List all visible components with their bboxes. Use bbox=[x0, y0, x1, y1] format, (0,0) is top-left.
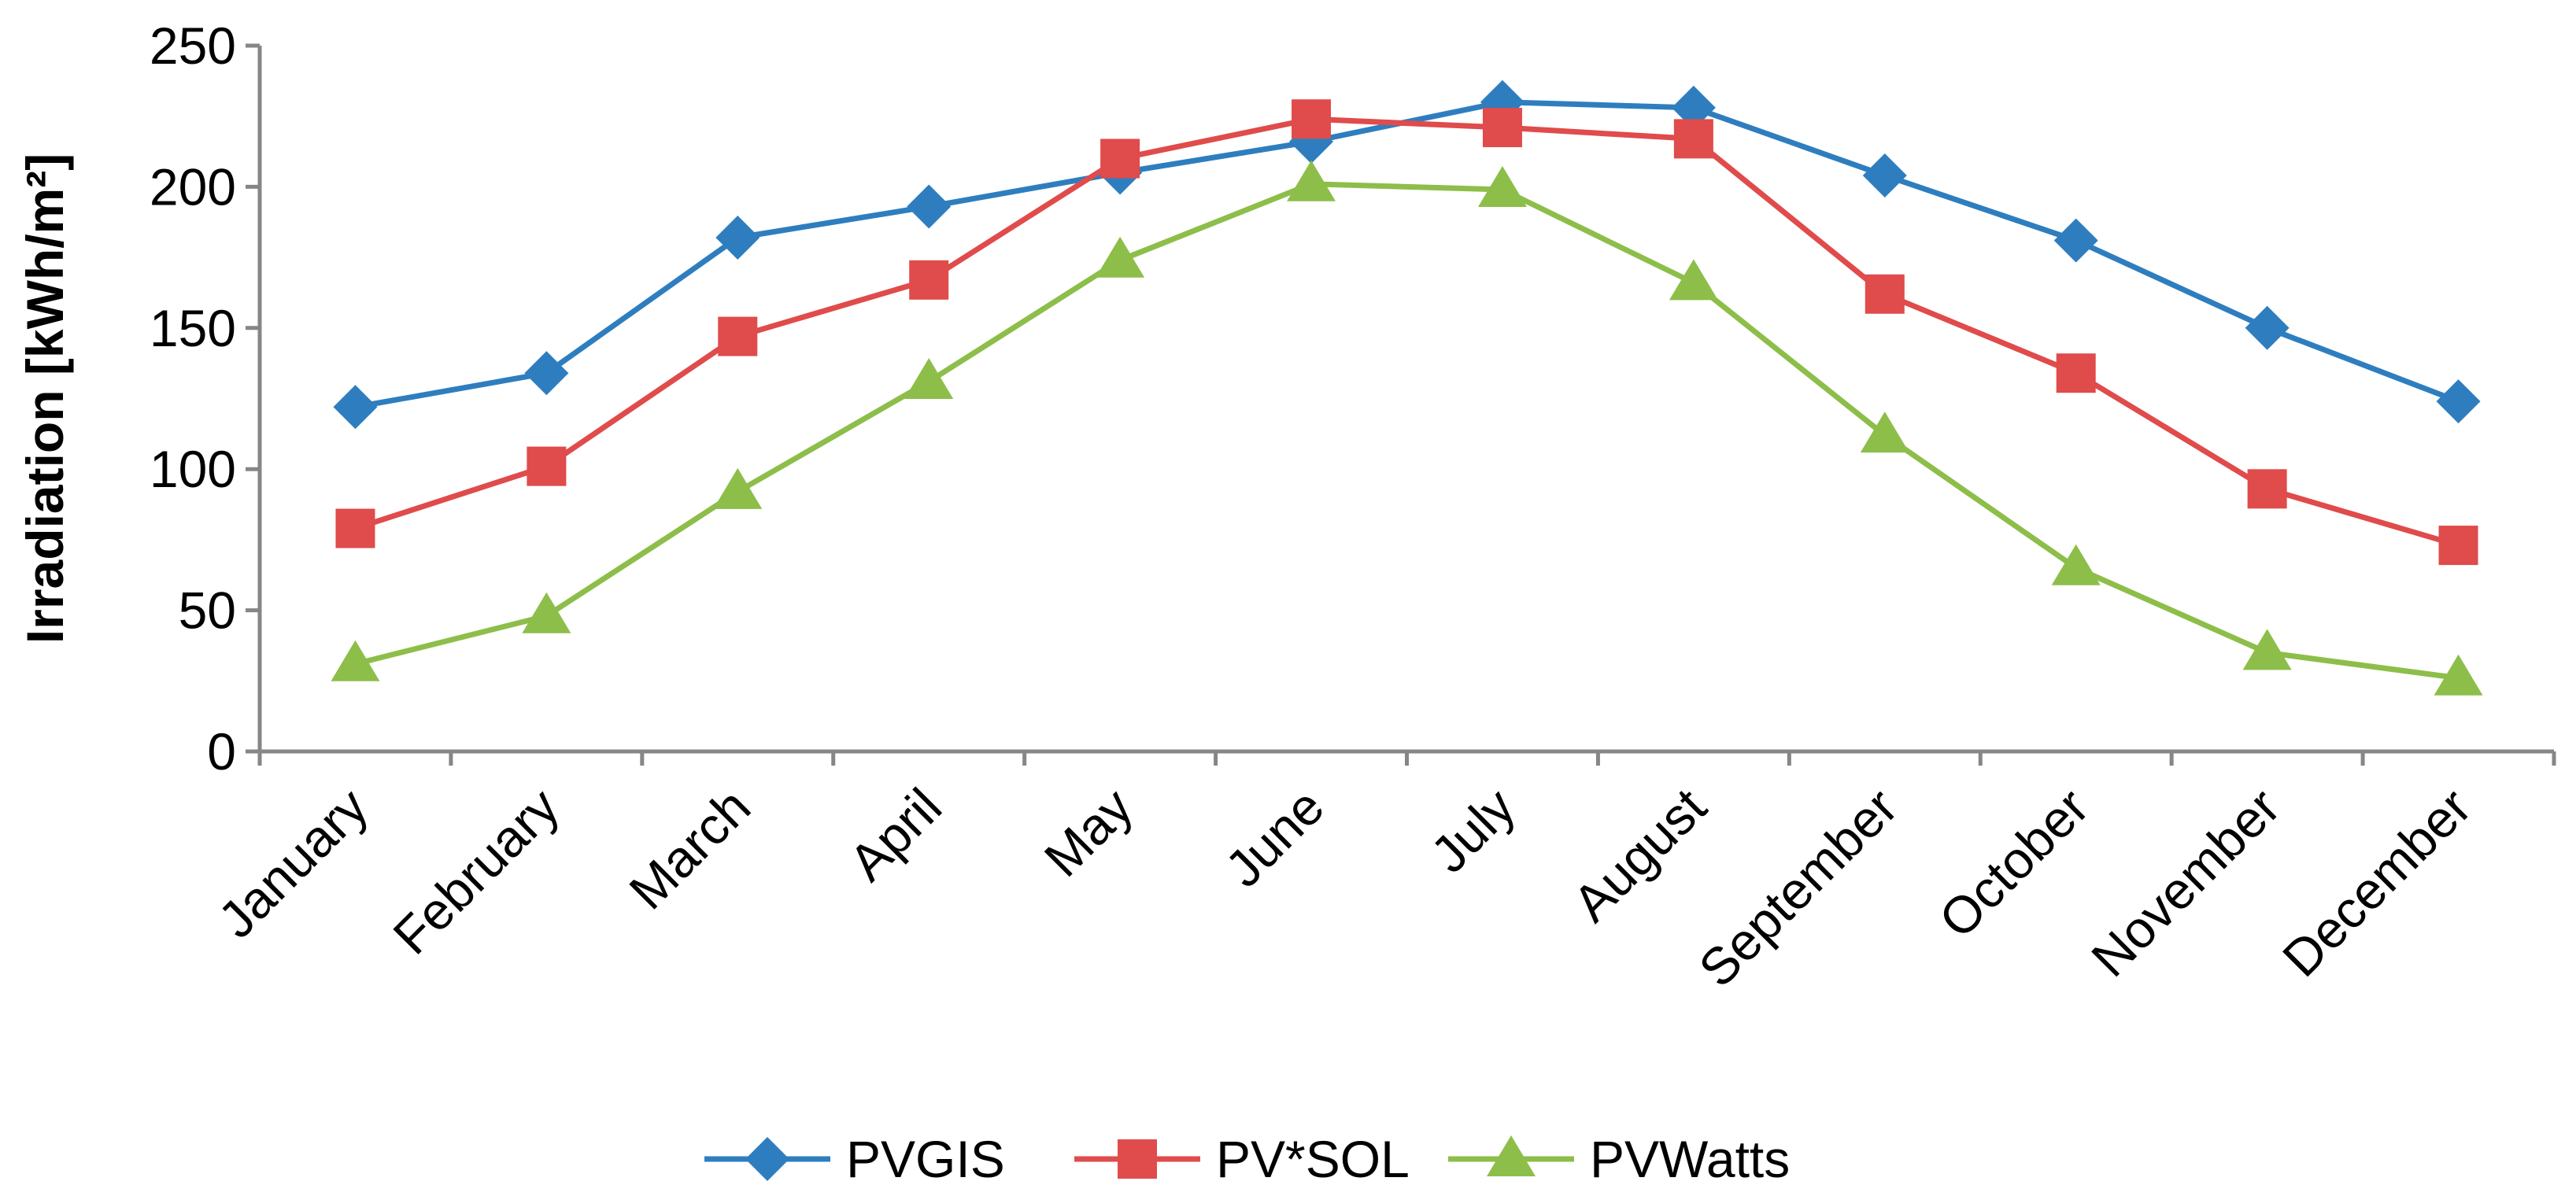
x-tick-label: May bbox=[1033, 777, 1144, 888]
data-point-pvwatts bbox=[522, 592, 571, 633]
x-tick-label: March bbox=[618, 777, 761, 921]
legend-item-pvgis: PVGIS bbox=[704, 1130, 1005, 1188]
y-axis-title: Irradiation [kWh/m²] bbox=[16, 153, 74, 644]
y-tick-label: 50 bbox=[179, 581, 236, 640]
x-tick-label: October bbox=[1927, 777, 2099, 949]
data-point-pv-sol bbox=[1100, 138, 1140, 179]
data-point-pvwatts bbox=[331, 640, 380, 681]
x-tick-label: February bbox=[382, 777, 570, 965]
data-point-pvgis bbox=[524, 351, 569, 396]
data-point-pv-sol bbox=[1865, 274, 1905, 314]
x-tick-label: August bbox=[1561, 777, 1717, 933]
data-point-pvgis bbox=[715, 215, 760, 260]
data-point-pvwatts bbox=[904, 357, 954, 399]
data-point-pvwatts bbox=[1669, 259, 1718, 301]
series-line-pvwatts bbox=[352, 181, 2462, 681]
y-axis-title-group: Irradiation [kWh/m²] bbox=[16, 153, 74, 644]
y-ticks: 0 50 100 150 200 250 bbox=[150, 17, 260, 781]
y-tick-label: 0 bbox=[207, 722, 236, 781]
data-point-pv-sol bbox=[1292, 99, 1332, 139]
data-point-pvgis bbox=[1862, 153, 1907, 198]
x-tick-label: June bbox=[1214, 777, 1335, 899]
data-point-pvwatts bbox=[1477, 165, 1527, 207]
data-point-pvgis bbox=[1671, 85, 1716, 130]
data-point-pv-sol bbox=[1673, 119, 1713, 159]
x-tick-label: January bbox=[207, 777, 379, 949]
data-point-pvwatts bbox=[713, 467, 763, 509]
x-tick-label: July bbox=[1420, 777, 1526, 884]
x-ticks: January February March April May June July Augu… bbox=[207, 751, 2556, 999]
legend-item-pvwatts: PVWatts bbox=[1448, 1130, 1790, 1188]
data-point-pv-sol bbox=[909, 260, 949, 300]
data-point-pv-sol bbox=[2247, 469, 2287, 509]
data-point-pvgis bbox=[907, 184, 952, 229]
axes bbox=[257, 46, 2554, 754]
data-point-pv-sol bbox=[2056, 353, 2096, 393]
x-tick-label: November bbox=[2080, 777, 2291, 988]
series-pvwatts bbox=[331, 160, 2483, 696]
series-layer bbox=[331, 79, 2483, 696]
data-point-pv-sol bbox=[527, 446, 567, 486]
data-point-pvwatts bbox=[2051, 544, 2101, 585]
y-tick-label: 100 bbox=[150, 440, 236, 498]
legend-label-pv-sol: PV*SOL bbox=[1216, 1130, 1410, 1188]
legend-marker-pvgis bbox=[745, 1137, 789, 1181]
legend-label-pvgis: PVGIS bbox=[846, 1130, 1005, 1188]
legend-label-pvwatts: PVWatts bbox=[1590, 1130, 1790, 1188]
data-point-pvwatts bbox=[1860, 412, 1909, 453]
data-point-pvwatts bbox=[1096, 236, 1145, 278]
data-point-pvwatts bbox=[1287, 160, 1336, 201]
data-point-pv-sol bbox=[1482, 108, 1522, 148]
data-point-pvgis bbox=[2436, 379, 2481, 424]
x-tick-label: April bbox=[837, 777, 952, 892]
series-pvgis bbox=[333, 79, 2481, 430]
data-point-pv-sol bbox=[2438, 526, 2478, 566]
y-tick-label: 200 bbox=[150, 157, 236, 216]
legend: PVGIS PV*SOL PVWatts bbox=[704, 1130, 1790, 1188]
legend-marker-pv-sol bbox=[1118, 1139, 1157, 1179]
data-point-pvgis bbox=[2053, 218, 2098, 263]
y-tick-label: 250 bbox=[150, 17, 236, 75]
legend-marker-pvwatts bbox=[1487, 1135, 1536, 1176]
series-line-pvgis bbox=[352, 99, 2462, 410]
data-point-pv-sol bbox=[718, 316, 758, 356]
x-tick-label: September bbox=[1687, 777, 1909, 999]
legend-item-pv-sol: PV*SOL bbox=[1074, 1130, 1410, 1188]
data-point-pvgis bbox=[2245, 305, 2290, 350]
y-tick-label: 150 bbox=[150, 299, 236, 357]
data-point-pvgis bbox=[333, 385, 378, 430]
series-pv-sol bbox=[335, 99, 2478, 566]
data-point-pv-sol bbox=[335, 508, 375, 548]
data-point-pvwatts bbox=[2242, 629, 2292, 670]
data-point-pvwatts bbox=[2434, 654, 2483, 696]
x-tick-label: December bbox=[2271, 777, 2482, 988]
series-line-pv-sol bbox=[352, 116, 2462, 548]
